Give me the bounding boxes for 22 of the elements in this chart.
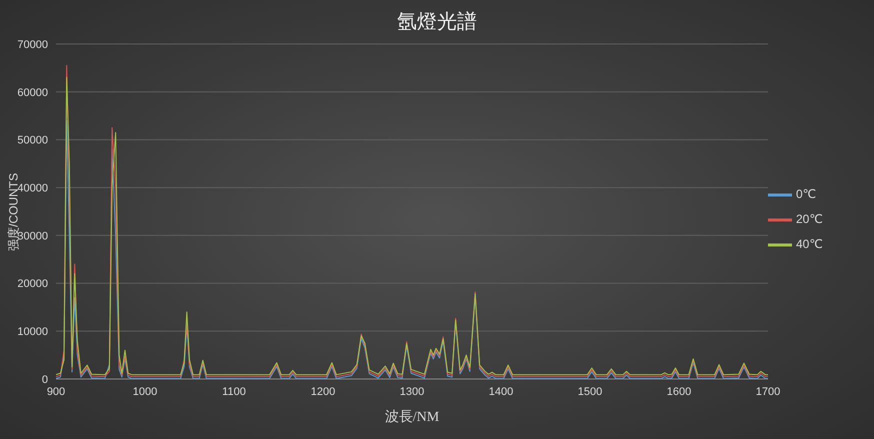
y-tick-label: 60000 <box>17 86 48 99</box>
x-tick-label: 1100 <box>222 386 246 398</box>
legend-label: 0℃ <box>796 187 816 202</box>
x-tick-label: 1400 <box>488 386 514 398</box>
y-tick-label: 40000 <box>17 182 48 194</box>
y-tick-label: 50000 <box>17 134 48 147</box>
y-tick-label: 10000 <box>17 326 48 338</box>
y-tick-label: 0 <box>42 374 48 386</box>
x-tick-label: 1200 <box>310 386 336 398</box>
x-tick-label: 900 <box>46 386 66 398</box>
y-tick-label: 20000 <box>17 278 48 290</box>
x-tick-label: 1500 <box>578 386 602 398</box>
x-tick-label: 1700 <box>756 386 780 398</box>
legend-label: 20℃ <box>796 212 823 226</box>
x-tick-label: 1300 <box>400 386 424 398</box>
y-tick-label: 70000 <box>17 38 48 51</box>
x-tick-label: 1000 <box>132 386 158 398</box>
y-tick-label: 30000 <box>17 230 48 242</box>
chart-title: 氬燈光譜 <box>396 10 478 35</box>
legend-label: 40℃ <box>796 236 823 251</box>
x-axis-title: 波長/NM <box>384 408 440 426</box>
x-tick-label: 1600 <box>666 386 692 398</box>
